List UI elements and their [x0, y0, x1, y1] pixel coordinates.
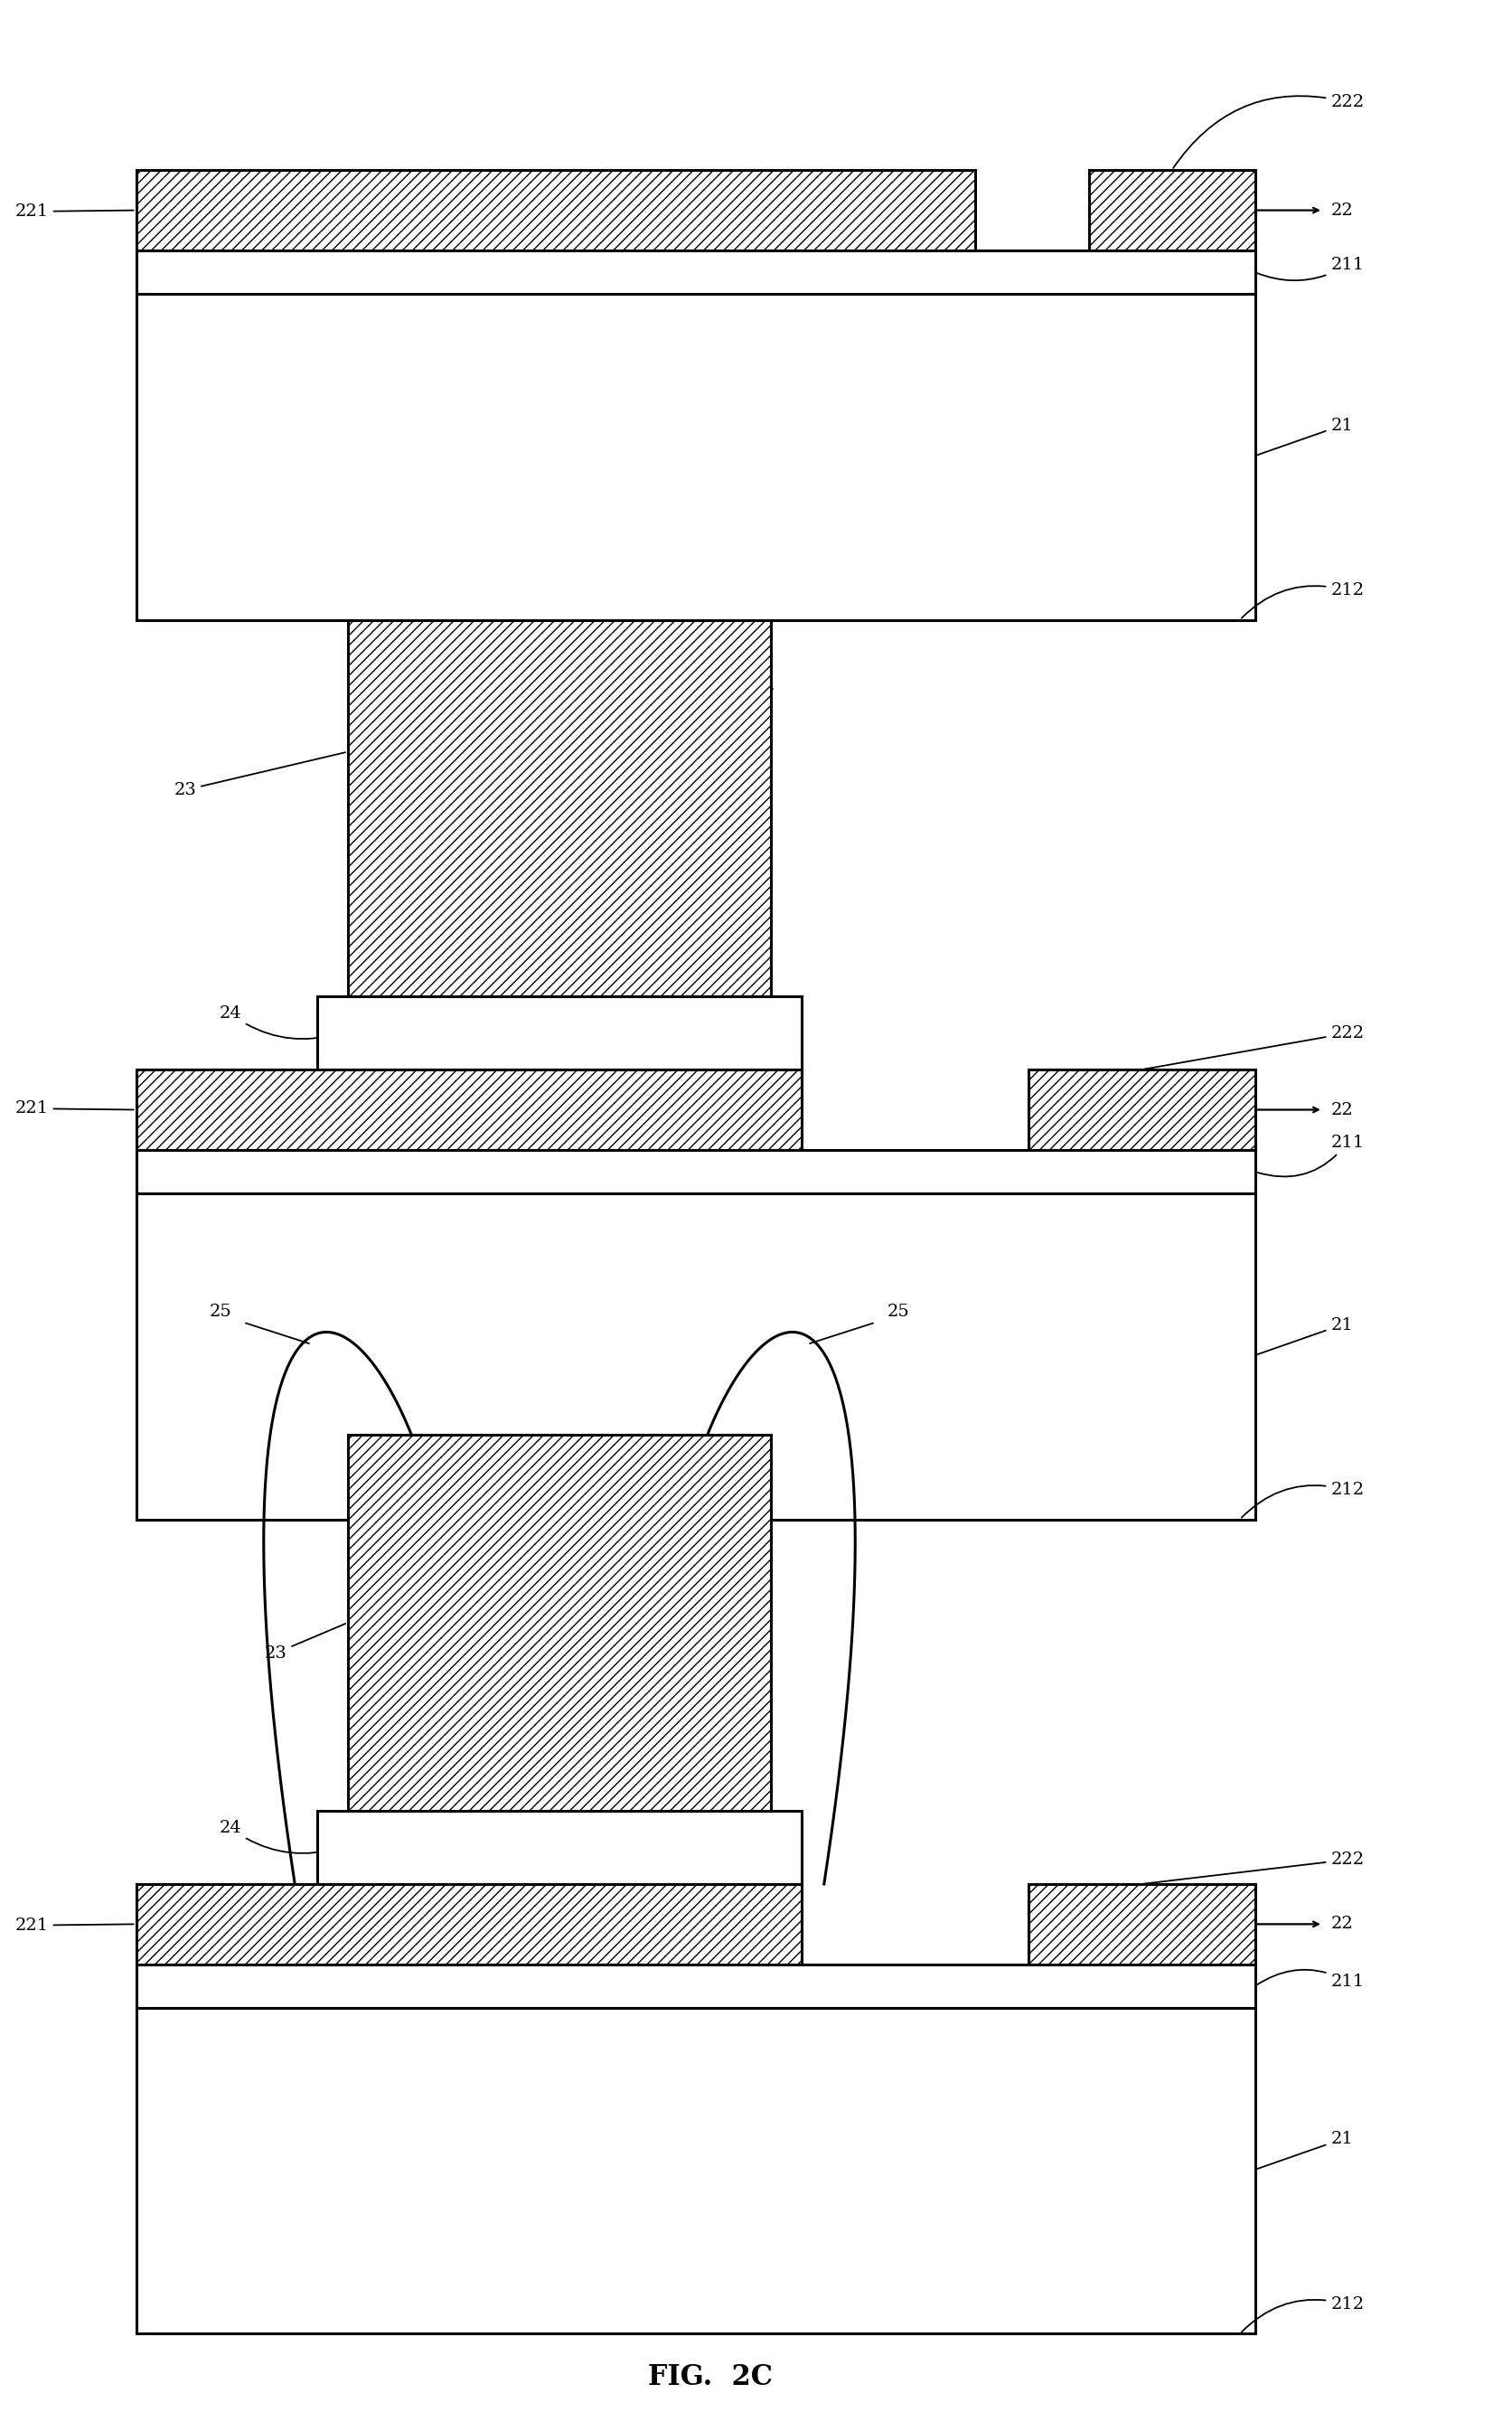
Bar [1028, 1884, 1255, 1964]
Text: 222: 222 [1145, 1852, 1364, 1884]
Bar [136, 1964, 1255, 2008]
Text: 21: 21 [1258, 1318, 1353, 1354]
Text: 212: 212 [1241, 583, 1364, 617]
Text: 221: 221 [15, 204, 133, 219]
Text: 221: 221 [15, 1101, 133, 1116]
Text: 24: 24 [219, 1821, 337, 1852]
Text: 212: 212 [1241, 2297, 1364, 2331]
Text: 25: 25 [210, 1303, 231, 1320]
Text: 23: 23 [265, 1624, 345, 1660]
Text: 21: 21 [1258, 2132, 1353, 2168]
Text: 222: 222 [1173, 95, 1364, 168]
Bar [136, 1070, 801, 1150]
Bar [136, 2006, 1255, 2334]
Text: FIG.  2B: FIG. 2B [647, 1539, 774, 1568]
Text: FIG.  2C: FIG. 2C [649, 2363, 773, 2392]
Text: 211: 211 [1256, 1969, 1364, 1989]
Text: 24: 24 [219, 1006, 337, 1038]
Bar [136, 250, 1255, 294]
Text: 22: 22 [1331, 202, 1353, 219]
Text: 221: 221 [15, 1918, 133, 1933]
Text: 23: 23 [174, 751, 345, 797]
Text: 22: 22 [1331, 1916, 1353, 1933]
Bar [136, 170, 975, 250]
Bar [136, 1884, 801, 1964]
Bar [136, 1191, 1255, 1519]
Text: 21: 21 [1258, 418, 1353, 455]
Text: 222: 222 [1145, 1026, 1364, 1070]
Text: FIG.  2A: FIG. 2A [649, 669, 773, 698]
Text: 211: 211 [1258, 1135, 1364, 1177]
Bar [1028, 1070, 1255, 1150]
Text: 25: 25 [888, 1303, 909, 1320]
Text: 22: 22 [1331, 1101, 1353, 1118]
Bar [136, 292, 1255, 620]
Text: 211: 211 [1258, 258, 1364, 280]
Text: 212: 212 [1241, 1483, 1364, 1517]
Bar [136, 1150, 1255, 1194]
Bar [348, 620, 771, 997]
Bar [318, 1811, 801, 1884]
Bar [1089, 170, 1255, 250]
Bar [348, 1434, 771, 1811]
Bar [318, 997, 801, 1070]
